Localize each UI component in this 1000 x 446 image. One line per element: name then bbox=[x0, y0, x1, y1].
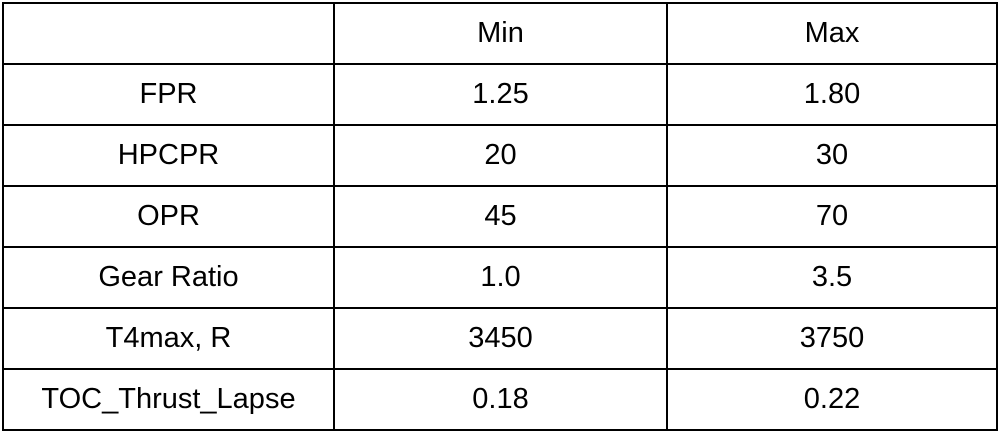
min-value: 1.0 bbox=[333, 246, 668, 309]
header-cell-min: Min bbox=[333, 2, 668, 65]
max-value: 1.80 bbox=[666, 63, 998, 126]
row-label: T4max, R bbox=[2, 307, 335, 370]
row-label: FPR bbox=[2, 63, 335, 126]
max-value: 30 bbox=[666, 124, 998, 187]
table-row: HPCPR 20 30 bbox=[2, 124, 998, 187]
table-row: TOC_Thrust_Lapse 0.18 0.22 bbox=[2, 368, 998, 431]
row-label: TOC_Thrust_Lapse bbox=[2, 368, 335, 431]
table-row: OPR 45 70 bbox=[2, 185, 998, 248]
min-value: 1.25 bbox=[333, 63, 668, 126]
row-label: HPCPR bbox=[2, 124, 335, 187]
header-row: Min Max bbox=[2, 2, 998, 65]
max-value: 3.5 bbox=[666, 246, 998, 309]
parameter-range-table: Min Max FPR 1.25 1.80 HPCPR 20 30 OPR 45… bbox=[2, 2, 998, 431]
row-label: Gear Ratio bbox=[2, 246, 335, 309]
min-value: 45 bbox=[333, 185, 668, 248]
table-row: Gear Ratio 1.0 3.5 bbox=[2, 246, 998, 309]
max-value: 70 bbox=[666, 185, 998, 248]
header-cell-empty bbox=[2, 2, 335, 65]
table-row: T4max, R 3450 3750 bbox=[2, 307, 998, 370]
min-value: 3450 bbox=[333, 307, 668, 370]
max-value: 0.22 bbox=[666, 368, 998, 431]
header-cell-max: Max bbox=[666, 2, 998, 65]
min-value: 0.18 bbox=[333, 368, 668, 431]
row-label: OPR bbox=[2, 185, 335, 248]
parameter-range-table-container: Min Max FPR 1.25 1.80 HPCPR 20 30 OPR 45… bbox=[2, 2, 998, 431]
min-value: 20 bbox=[333, 124, 668, 187]
max-value: 3750 bbox=[666, 307, 998, 370]
table-row: FPR 1.25 1.80 bbox=[2, 63, 998, 126]
